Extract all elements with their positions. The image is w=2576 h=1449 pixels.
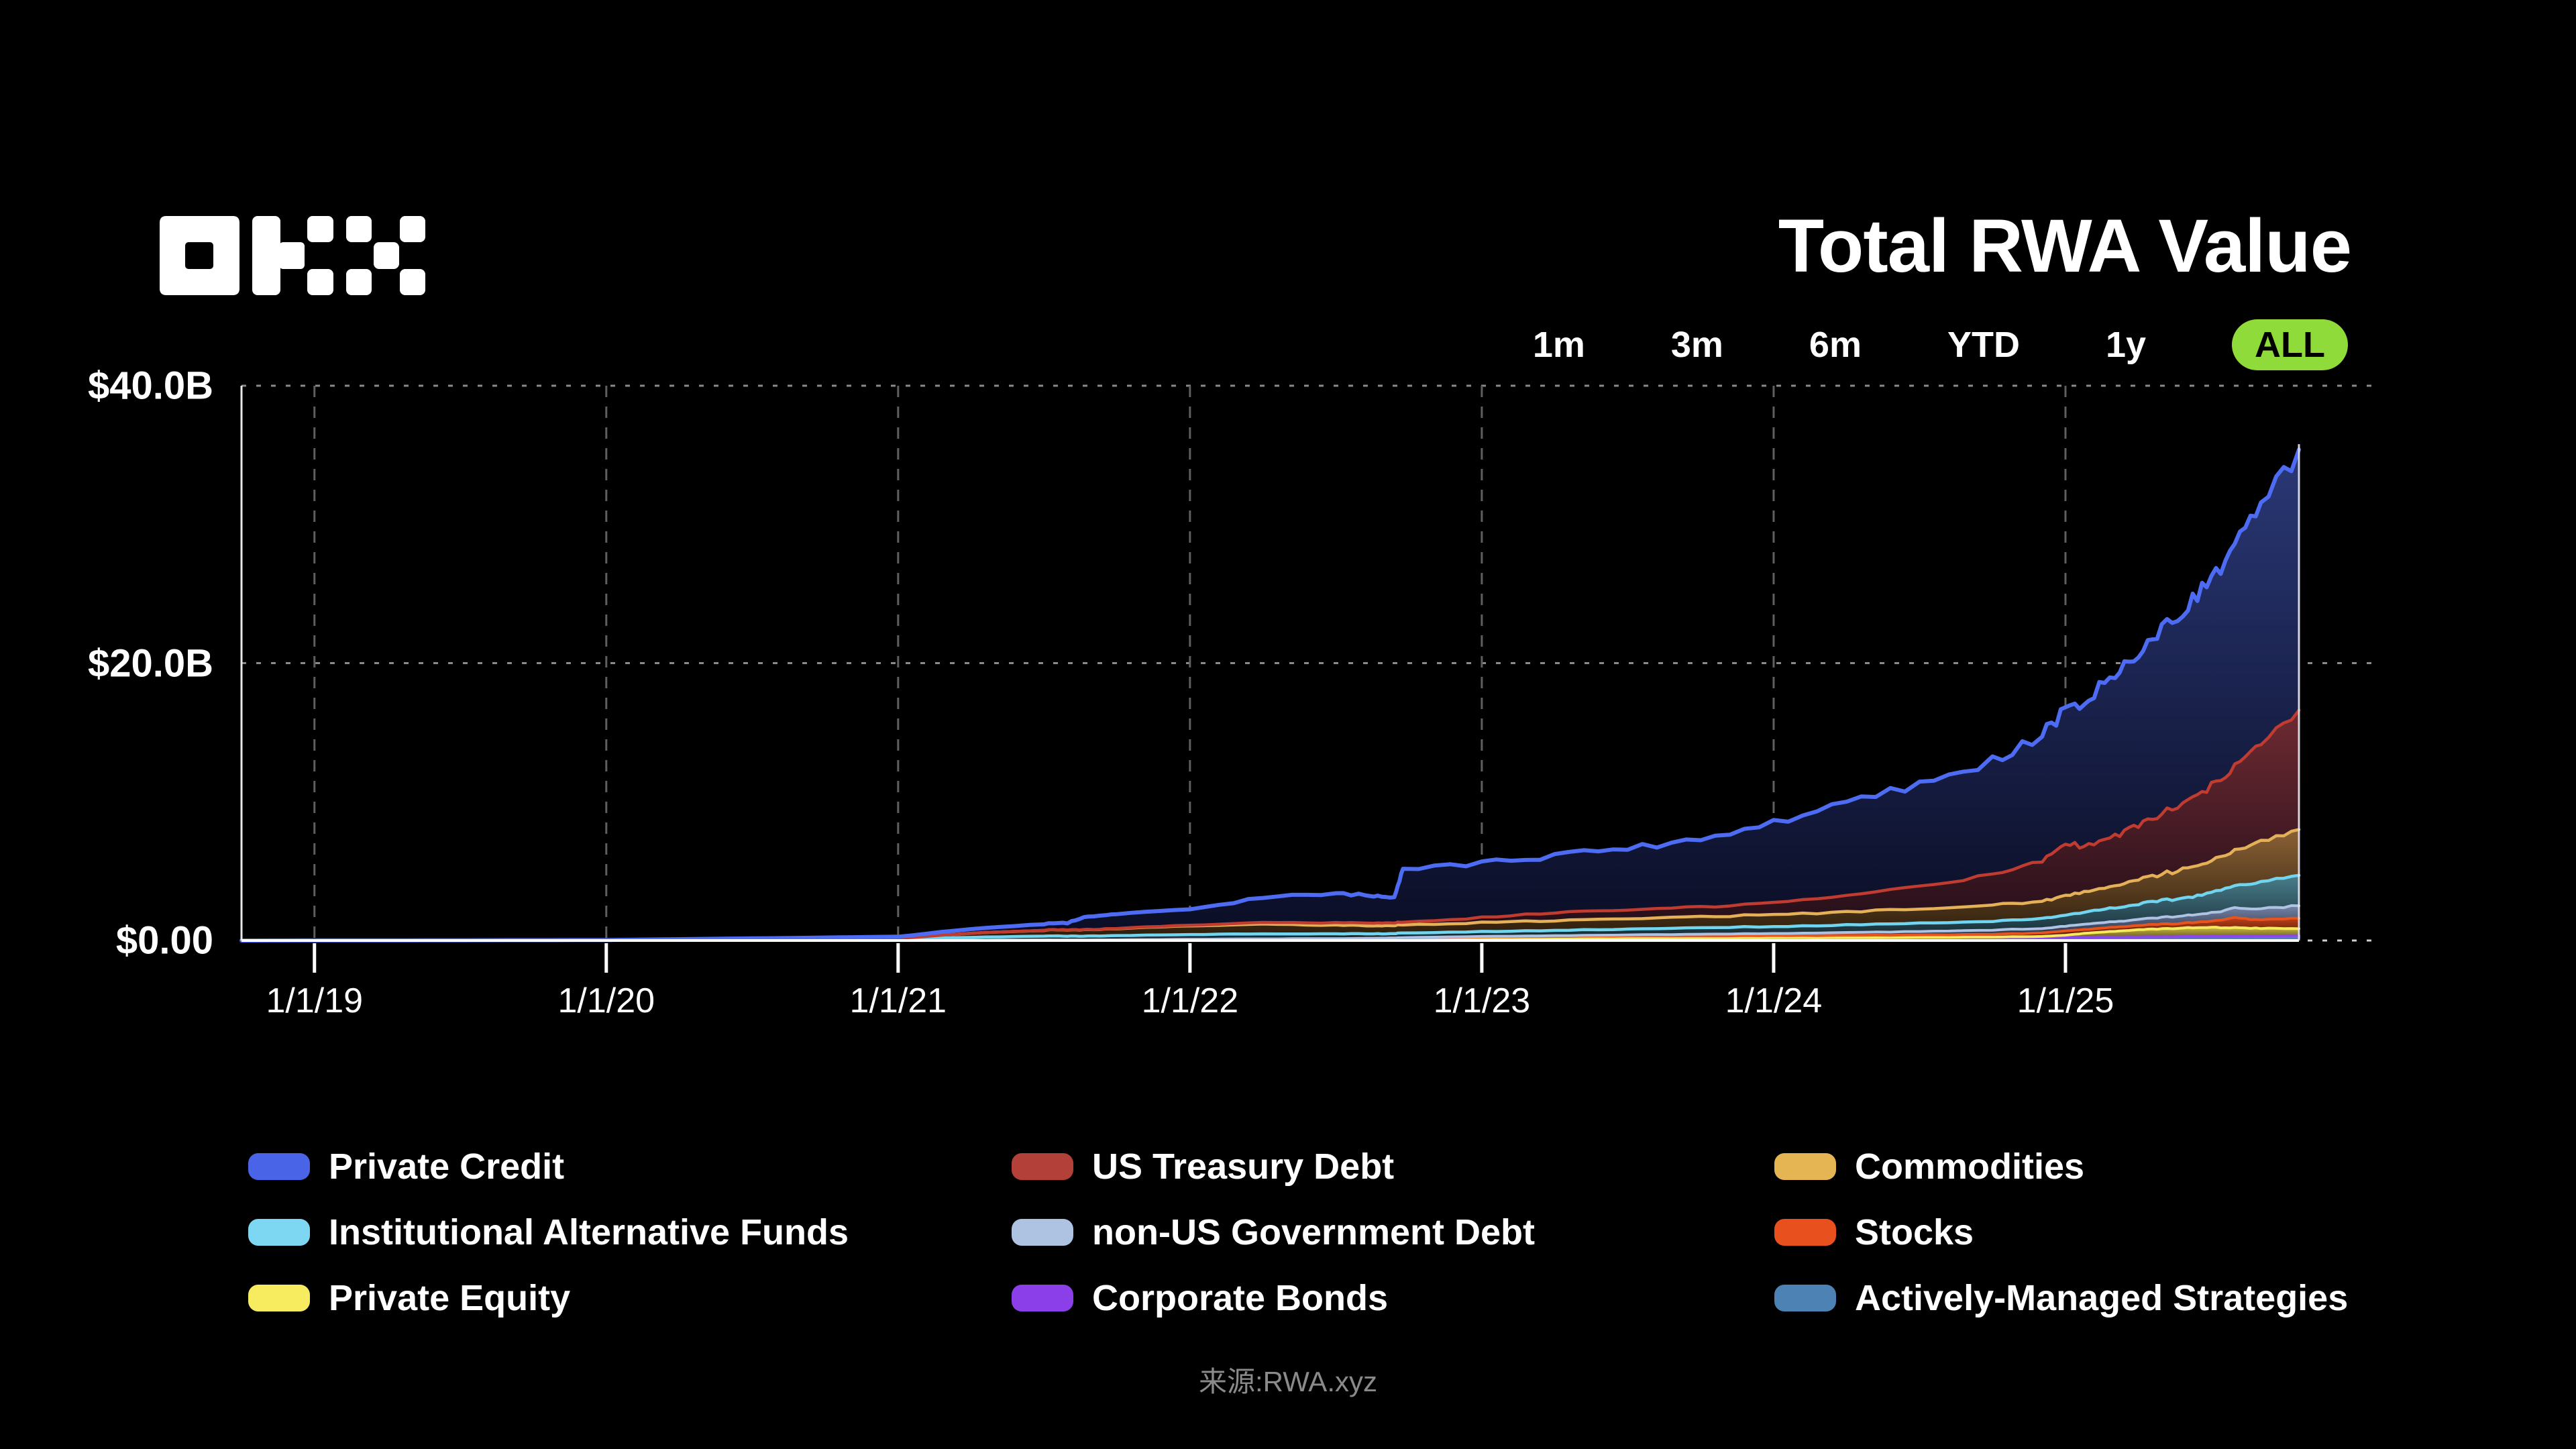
y-axis-label-2: $0.00 — [115, 918, 213, 963]
y-axis-label-1: $20.0B — [87, 641, 213, 685]
legend-item-commodities[interactable]: Commodities — [1774, 1146, 2348, 1187]
x-axis-label-6: 1/1/25 — [2017, 981, 2114, 1020]
x-axis-label-2: 1/1/21 — [849, 981, 947, 1020]
legend-label: non-US Government Debt — [1092, 1212, 1536, 1252]
legend-item-actively-managed-strategies[interactable]: Actively-Managed Strategies — [1774, 1277, 2348, 1319]
legend-label: Institutional Alternative Funds — [329, 1212, 849, 1252]
x-axis-label-1: 1/1/20 — [557, 981, 655, 1020]
legend-item-non-us-government-debt[interactable]: non-US Government Debt — [1012, 1212, 1774, 1253]
legend-label: Stocks — [1855, 1212, 1974, 1252]
legend-label: Actively-Managed Strategies — [1855, 1278, 2349, 1318]
okx-logo-icon — [160, 216, 425, 295]
legend-label: Commodities — [1855, 1146, 2085, 1187]
time-filter-1y[interactable]: 1y — [2105, 325, 2147, 365]
chart-legend: Private Credit Institutional Alternative… — [248, 1134, 2348, 1331]
legend-label: Private Credit — [329, 1146, 565, 1187]
time-filter-group: 1m 3m 6m YTD 1y ALL — [1533, 319, 2348, 370]
time-filter-6m[interactable]: 6m — [1809, 325, 1862, 365]
corporate-bonds-swatch-icon — [1012, 1285, 1073, 1311]
non-us-government-debt-swatch-icon — [1012, 1219, 1073, 1246]
legend-item-institutional-alternative-funds[interactable]: Institutional Alternative Funds — [248, 1212, 1012, 1253]
x-axis-label-5: 1/1/24 — [1725, 981, 1823, 1020]
x-axis-label-3: 1/1/22 — [1141, 981, 1239, 1020]
time-filter-all-active[interactable]: ALL — [2232, 319, 2348, 370]
stocks-swatch-icon — [1774, 1219, 1836, 1246]
private-equity-swatch-icon — [248, 1285, 310, 1311]
time-filter-1m[interactable]: 1m — [1532, 325, 1585, 365]
legend-label: Private Equity — [329, 1278, 571, 1318]
legend-item-us-treasury-debt[interactable]: US Treasury Debt — [1012, 1146, 1774, 1187]
institutional-alternative-funds-swatch-icon — [248, 1219, 310, 1246]
legend-item-corporate-bonds[interactable]: Corporate Bonds — [1012, 1277, 1774, 1319]
x-axis-label-4: 1/1/23 — [1433, 981, 1531, 1020]
legend-item-private-credit[interactable]: Private Credit — [248, 1146, 1012, 1187]
legend-label: Corporate Bonds — [1092, 1278, 1389, 1318]
source-note: 来源:RWA.xyz — [1198, 1366, 1377, 1397]
time-filter-3m[interactable]: 3m — [1670, 325, 1723, 365]
y-axis-label-0: $40.0B — [87, 364, 213, 408]
page-title: Total RWA Value — [1778, 204, 2352, 288]
x-axis-label-0: 1/1/19 — [266, 981, 364, 1020]
us-treasury-debt-swatch-icon — [1012, 1153, 1073, 1180]
private-credit-swatch-icon — [248, 1153, 310, 1180]
legend-item-stocks[interactable]: Stocks — [1774, 1212, 2348, 1253]
commodities-swatch-icon — [1774, 1153, 1836, 1180]
time-filter-ytd[interactable]: YTD — [1947, 325, 2020, 365]
legend-item-private-equity[interactable]: Private Equity — [248, 1277, 1012, 1319]
actively-managed-strategies-swatch-icon — [1774, 1285, 1836, 1311]
legend-label: US Treasury Debt — [1092, 1146, 1395, 1187]
